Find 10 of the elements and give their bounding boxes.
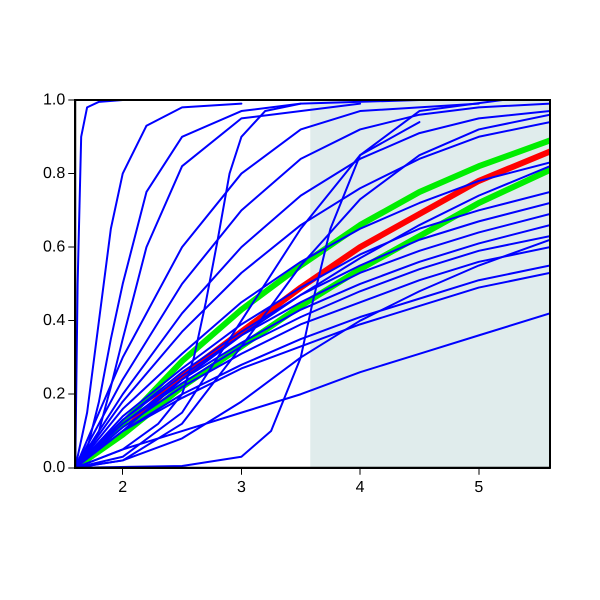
y-tick-label: 0.2: [42, 386, 66, 403]
y-tick-label: 1.0: [42, 91, 66, 108]
y-tick-label: 0.4: [42, 312, 66, 330]
y-tick-label: 0.0: [42, 459, 66, 476]
x-tick-label: 4: [356, 478, 365, 496]
x-tick-label: 2: [118, 478, 128, 496]
y-tick-label: 0.6: [42, 238, 66, 256]
y-tick-label: 0.8: [42, 164, 66, 182]
x-tick-label: 5: [474, 478, 484, 496]
x-tick-label: 3: [236, 478, 246, 496]
